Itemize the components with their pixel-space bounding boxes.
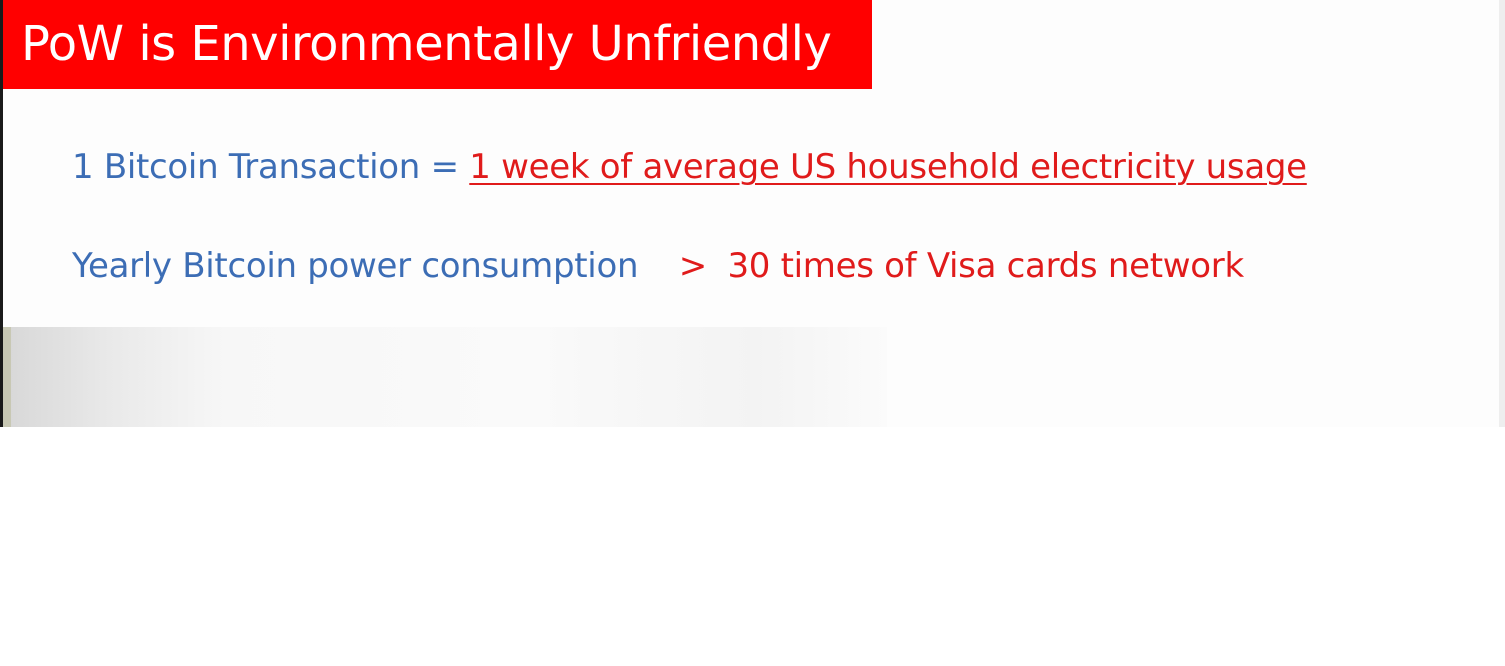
slide-left-border: [0, 0, 3, 427]
statement-yearly-consumption: Yearly Bitcoin power consumption > 30 ti…: [72, 244, 1244, 288]
title-bar: PoW is Environmentally Unfriendly: [3, 0, 872, 89]
slide-right-border: [1499, 0, 1505, 427]
household-usage-text: 1 week of average US household electrici…: [469, 147, 1307, 187]
slide: PoW is Environmentally Unfriendly 1 Bitc…: [0, 0, 1505, 427]
equals-sign: =: [430, 147, 460, 187]
background-photo-strip: [3, 327, 887, 427]
statement-transaction: 1 Bitcoin Transaction = 1 week of averag…: [72, 145, 1307, 189]
slide-title: PoW is Environmentally Unfriendly: [21, 16, 832, 72]
greater-than-sign: >: [678, 246, 708, 286]
yearly-consumption-label: Yearly Bitcoin power consumption: [72, 246, 639, 286]
transaction-label: 1 Bitcoin Transaction: [72, 147, 421, 187]
visa-comparison-text: 30 times of Visa cards network: [727, 246, 1244, 286]
